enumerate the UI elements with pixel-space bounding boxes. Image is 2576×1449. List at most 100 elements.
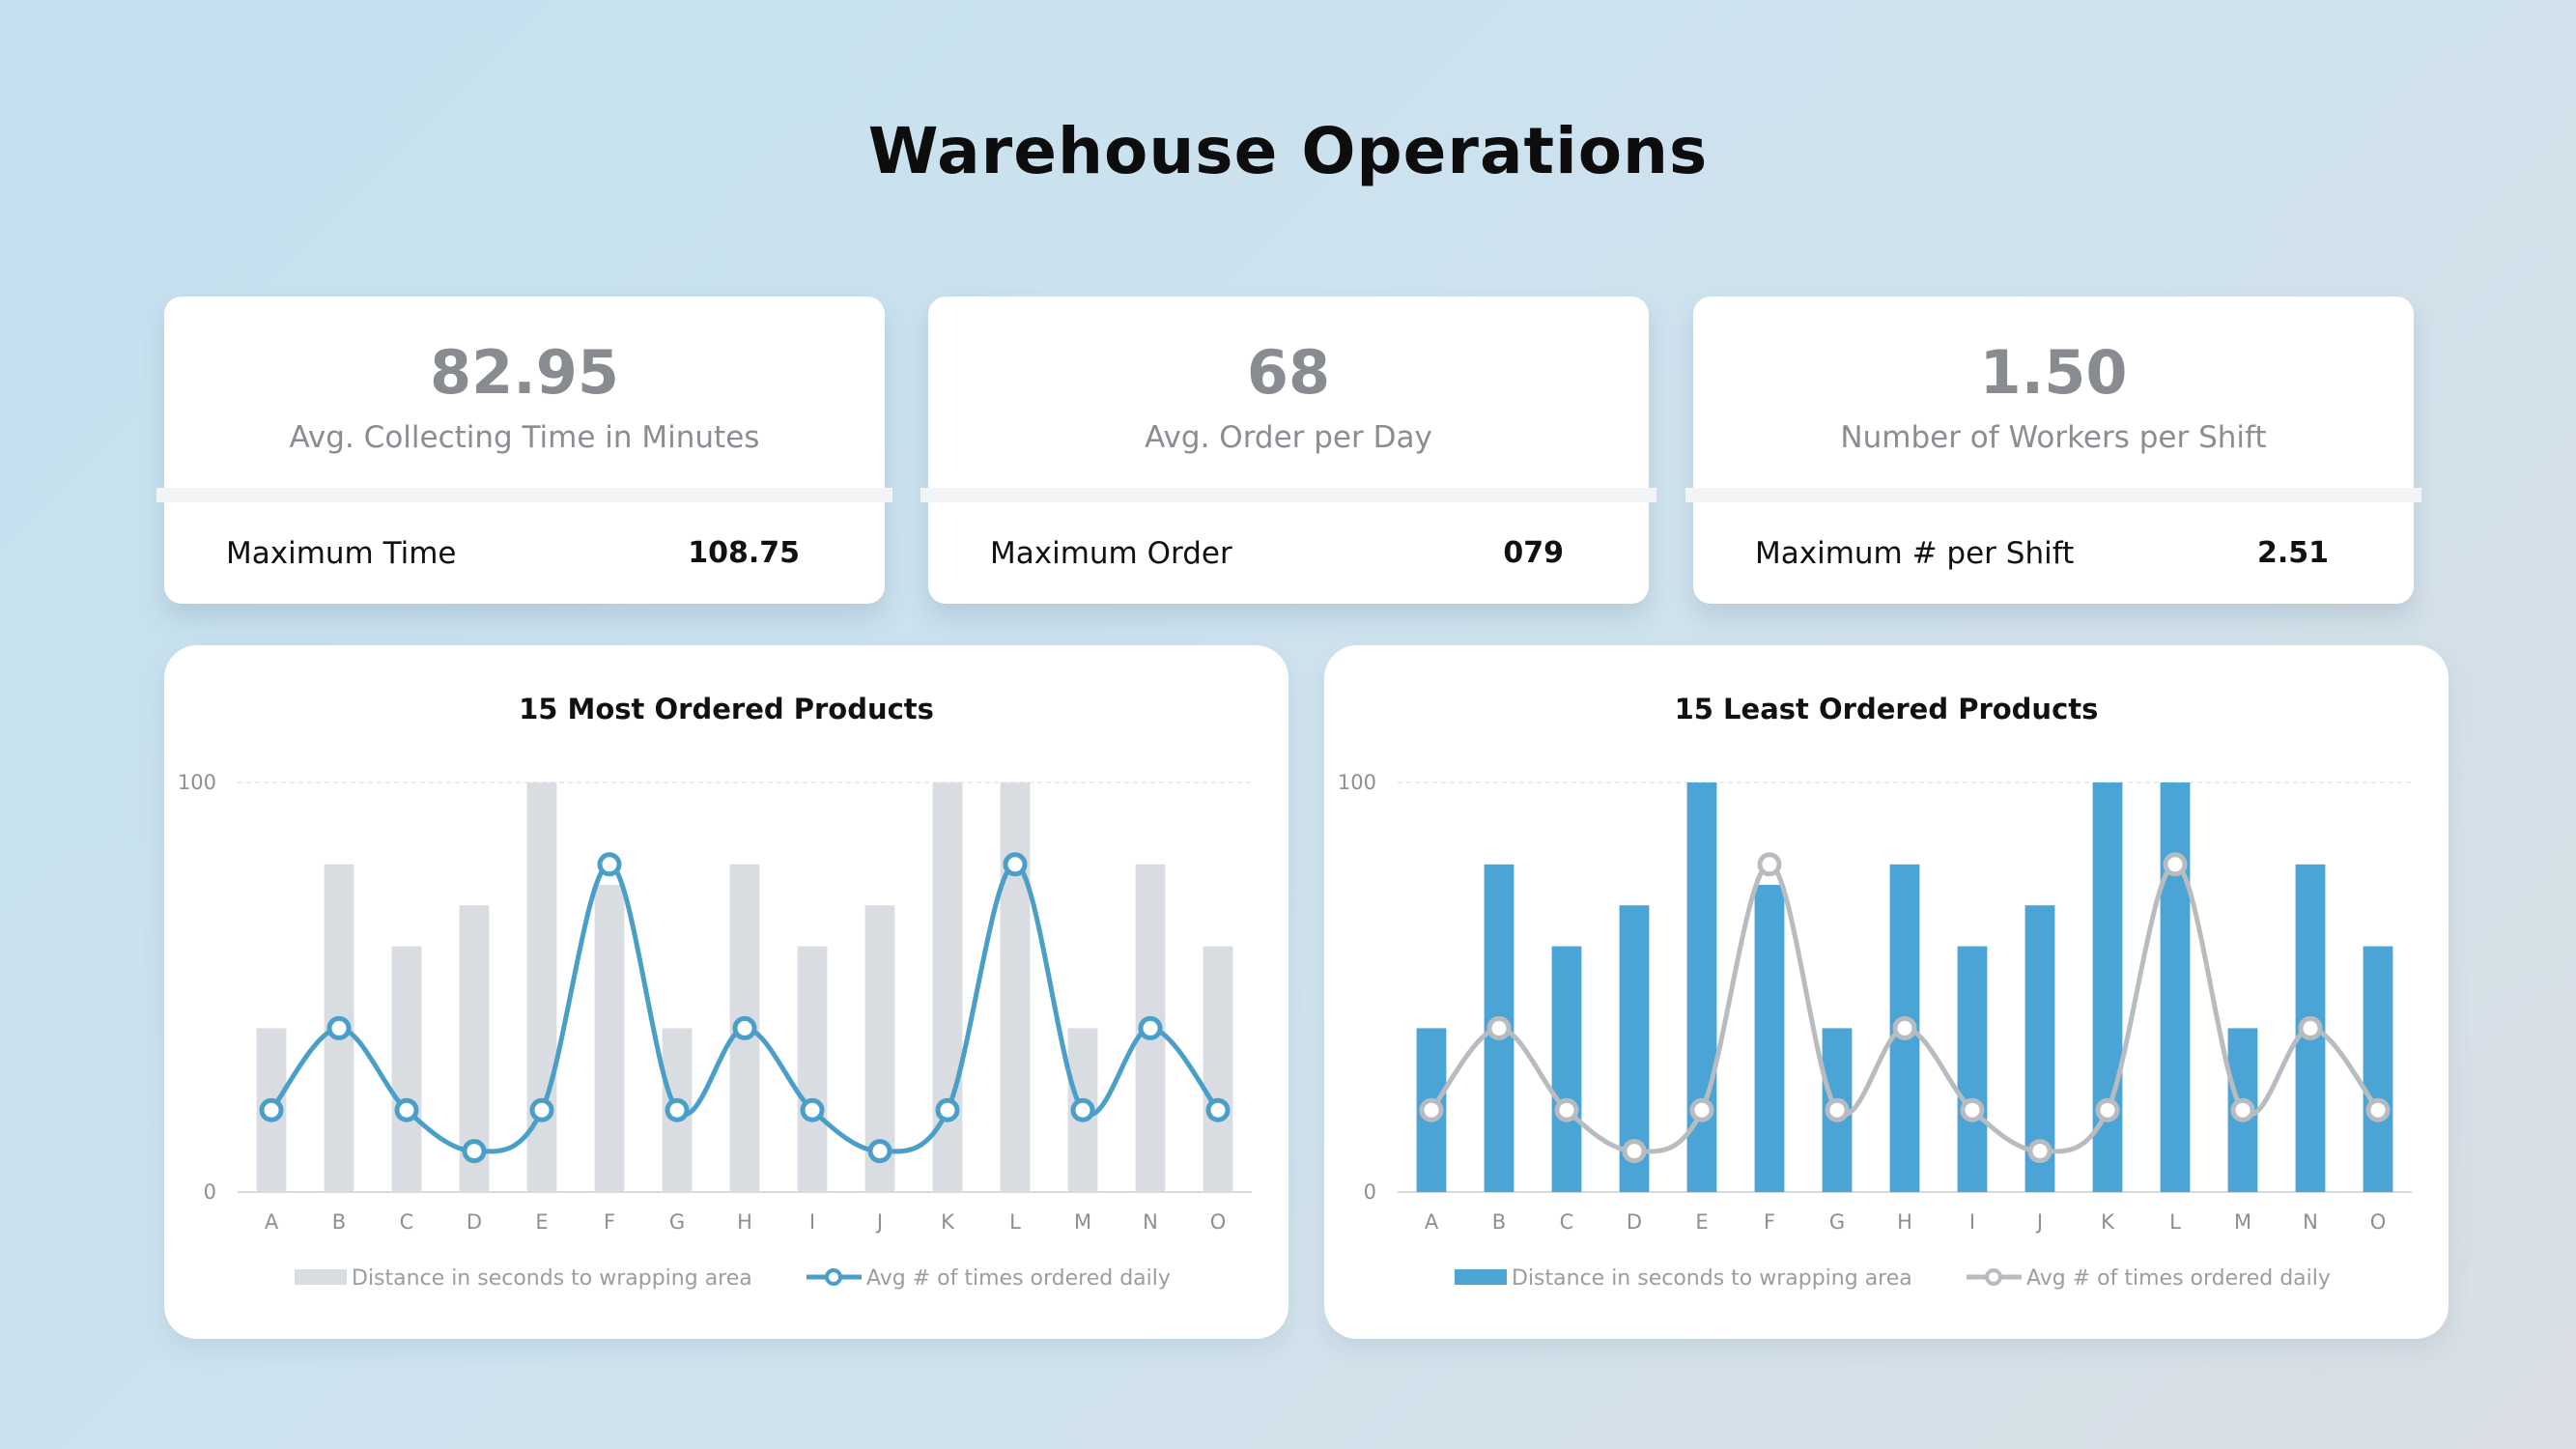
chart-most-ordered: 15 Most Ordered Products 0 100 A B C D E F G H I J K L… (178, 693, 1252, 1291)
kpi-sub-value: 079 (1503, 536, 1564, 570)
y-tick-label: 0 (1364, 1180, 1376, 1204)
legend-bar-swatch (295, 1269, 347, 1285)
line-point-N (2298, 1015, 2323, 1040)
kpi-label: Avg. Collecting Time in Minutes (289, 420, 760, 455)
x-tick-label: I (809, 1210, 815, 1234)
chart-title: 15 Least Ordered Products (1675, 693, 2099, 725)
x-tick-label: K (941, 1210, 955, 1234)
x-tick-label: O (2370, 1210, 2387, 1234)
line-point-M (1070, 1097, 1095, 1122)
x-tick-label: H (1897, 1210, 1912, 1234)
line-point-G (665, 1097, 690, 1122)
x-tick-label: B (332, 1210, 346, 1234)
line-point-L (1003, 852, 1028, 877)
line-point-A (259, 1097, 284, 1122)
x-tick-label: A (1425, 1210, 1439, 1234)
line-point-N (1138, 1015, 1163, 1040)
kpi-value: 82.95 (429, 337, 620, 408)
kpi-sub-value: 108.75 (688, 536, 800, 570)
bar-C (1551, 946, 1582, 1192)
x-tick-label: A (265, 1210, 279, 1234)
legend-bar-swatch (1455, 1269, 1507, 1285)
line-point-E (1689, 1097, 1714, 1122)
kpi-value: 1.50 (1979, 337, 2128, 408)
x-tick-label: J (875, 1210, 883, 1234)
kpi-card-collecting-time: 82.95 Avg. Collecting Time in Minutes Ma… (156, 297, 892, 604)
x-tick-label: E (1695, 1210, 1708, 1234)
chart-card-most-ordered: 15 Most Ordered Products 0 100 A B C D E F G H I J K L… (164, 645, 1288, 1339)
line-point-L (2163, 852, 2188, 877)
line-point-B (326, 1015, 352, 1040)
x-tick-label: G (1829, 1210, 1845, 1234)
line-point-A (1419, 1097, 1444, 1122)
line-point-G (1825, 1097, 1850, 1122)
line-point-J (2027, 1139, 2052, 1164)
bar-I (1957, 946, 1988, 1192)
legend-label-bar: Distance in seconds to wrapping area (352, 1266, 752, 1291)
x-tick-label: D (1627, 1210, 1642, 1234)
kpi-value: 68 (1246, 337, 1331, 408)
chart-card-least-ordered: 15 Least Ordered Products 0 100 A B C D E F G H I J K… (1324, 645, 2449, 1339)
line-point-I (800, 1097, 825, 1122)
kpi-sub-label: Maximum # per Shift (1755, 536, 2075, 571)
x-tick-label: D (467, 1210, 482, 1234)
legend-label-line: Avg # of times ordered daily (866, 1266, 1171, 1291)
legend-label-bar: Distance in seconds to wrapping area (1512, 1266, 1912, 1291)
chart-title: 15 Most Ordered Products (519, 693, 934, 725)
line-point-C (394, 1097, 419, 1122)
x-tick-label: B (1492, 1210, 1506, 1234)
x-tick-label: C (1560, 1210, 1574, 1234)
x-tick-label: L (2169, 1210, 2181, 1234)
line-point-C (1554, 1097, 1579, 1122)
line-point-O (1205, 1097, 1231, 1122)
line-point-K (2095, 1097, 2120, 1122)
legend-line-marker (1985, 1268, 2002, 1286)
bar-O (1203, 946, 1233, 1192)
x-tick-label: J (2035, 1210, 2043, 1234)
x-tick-label: M (1074, 1210, 1091, 1234)
x-tick-label: L (1009, 1210, 1021, 1234)
line-point-B (1486, 1015, 1512, 1040)
kpi-card-workers: 1.50 Number of Workers per Shift Maximum… (1685, 297, 2421, 604)
line-point-D (1622, 1139, 1647, 1164)
line-point-O (2365, 1097, 2391, 1122)
bar-L (2160, 782, 2191, 1192)
x-tick-label: H (737, 1210, 752, 1234)
x-tick-label: M (2234, 1210, 2251, 1234)
kpi-label: Number of Workers per Shift (1840, 420, 2267, 455)
bar-O (2363, 946, 2393, 1192)
bar-I (797, 946, 828, 1192)
y-tick-label: 100 (178, 771, 216, 794)
line-point-F (597, 852, 622, 877)
y-tick-label: 0 (204, 1180, 216, 1204)
bar-L (1000, 782, 1031, 1192)
kpi-divider (920, 488, 1656, 502)
bar-F (1754, 885, 1785, 1192)
kpi-sub-value: 2.51 (2256, 536, 2329, 570)
line-point-H (732, 1015, 757, 1040)
line-point-F (1757, 852, 1782, 877)
page-title: Warehouse Operations (867, 114, 1709, 188)
chart-least-ordered: 15 Least Ordered Products 0 100 A B C D E F G H I J K… (1338, 693, 2412, 1291)
x-tick-label: O (1210, 1210, 1227, 1234)
line-point-H (1892, 1015, 1917, 1040)
legend-label-line: Avg # of times ordered daily (2026, 1266, 2331, 1291)
line-point-D (462, 1139, 487, 1164)
x-tick-label: I (1969, 1210, 1975, 1234)
kpi-sub-label: Maximum Time (226, 536, 457, 571)
y-tick-label: 100 (1338, 771, 1376, 794)
x-tick-label: N (1143, 1210, 1158, 1234)
bar-C (391, 946, 422, 1192)
x-tick-label: G (669, 1210, 685, 1234)
line-point-M (2230, 1097, 2255, 1122)
bar-F (594, 885, 625, 1192)
line-point-K (935, 1097, 960, 1122)
legend-line-marker (825, 1268, 842, 1286)
kpi-label: Avg. Order per Day (1145, 420, 1432, 455)
x-tick-label: C (400, 1210, 414, 1234)
kpi-divider (1685, 488, 2421, 502)
x-tick-label: K (2101, 1210, 2115, 1234)
line-point-I (1960, 1097, 1985, 1122)
kpi-card-orders: 68 Avg. Order per Day Maximum Order 079 (920, 297, 1656, 604)
x-tick-label: F (604, 1210, 615, 1234)
